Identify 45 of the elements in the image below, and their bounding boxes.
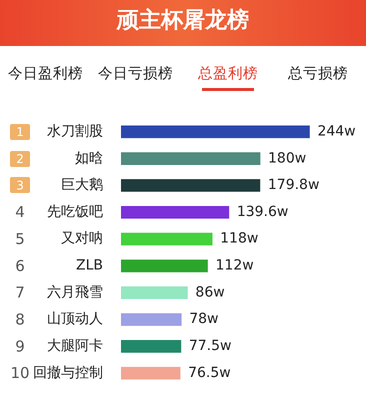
bar (121, 286, 188, 300)
data-label: 180w (268, 150, 306, 166)
data-label: 139.6w (236, 204, 288, 220)
y-tick-label: 水刀割股 (47, 123, 103, 140)
y-tick-label: 如晗 (75, 150, 103, 166)
y-tick-label: 大腿阿卡 (47, 338, 103, 354)
y-tick-label: 又对呐 (61, 230, 103, 247)
bar (121, 340, 182, 353)
text: 总盈利榜 (198, 65, 258, 83)
bar (121, 206, 230, 219)
y-tick-label: ZLB (76, 258, 103, 274)
text: 1 (16, 124, 24, 139)
y-tick-label: 回撤与控制 (33, 364, 103, 381)
data-label: 86w (195, 284, 225, 300)
data-label: 118w (220, 230, 258, 247)
text: 5 (15, 230, 25, 248)
bar (121, 125, 310, 138)
y-tick-label: 六月飛雪 (47, 284, 103, 300)
data-label: 78w (189, 311, 219, 328)
chart-title: 顽主杯屠龙榜 (0, 0, 366, 46)
text: 8 (15, 310, 25, 328)
y-tick-label: 山顶动人 (47, 311, 103, 328)
text: 7 (15, 284, 25, 302)
text: 10 (10, 364, 30, 382)
text: 6 (15, 256, 25, 275)
text: 今日盈利榜 (8, 65, 83, 83)
bar (121, 313, 182, 326)
data-label: 77.5w (188, 338, 232, 354)
y-tick-label: 巨大鹅 (61, 177, 103, 194)
text: 3 (16, 178, 24, 193)
y-tick-label: 先吃饭吧 (47, 204, 103, 220)
text: 2 (16, 152, 24, 166)
text: 总亏损榜 (288, 65, 348, 83)
data-label: 244w (317, 123, 356, 140)
data-label: 76.5w (188, 364, 231, 381)
data-label: 112w (216, 258, 254, 274)
bar (121, 260, 208, 272)
data-label: 179.8w (268, 177, 320, 194)
bar (121, 366, 180, 380)
text: 4 (15, 203, 25, 222)
bar (121, 179, 260, 192)
bar (121, 152, 260, 165)
text: 9 (15, 337, 25, 356)
text: 今日亏损榜 (98, 65, 173, 83)
bar (121, 232, 212, 246)
